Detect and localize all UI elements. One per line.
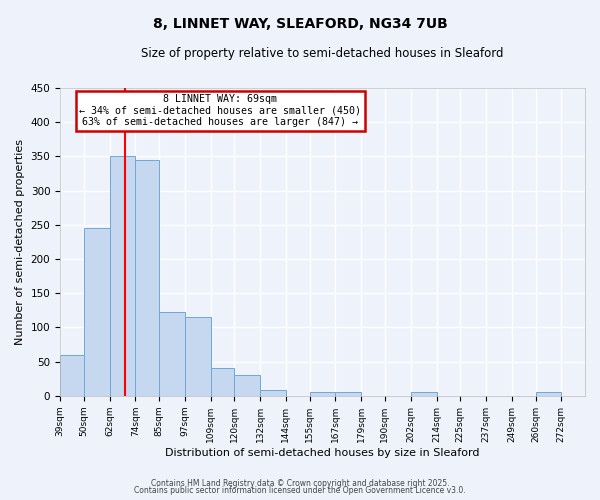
Text: 8 LINNET WAY: 69sqm
← 34% of semi-detached houses are smaller (450)
63% of semi-: 8 LINNET WAY: 69sqm ← 34% of semi-detach… [79,94,361,128]
Text: Contains public sector information licensed under the Open Government Licence v3: Contains public sector information licen… [134,486,466,495]
Bar [136,160,159,396]
Bar [235,376,260,396]
Bar [159,312,185,396]
Bar [335,392,361,396]
Y-axis label: Number of semi-detached properties: Number of semi-detached properties [15,139,25,345]
Bar [83,228,110,396]
Text: 8, LINNET WAY, SLEAFORD, NG34 7UB: 8, LINNET WAY, SLEAFORD, NG34 7UB [152,18,448,32]
X-axis label: Distribution of semi-detached houses by size in Sleaford: Distribution of semi-detached houses by … [165,448,480,458]
Text: Contains HM Land Registry data © Crown copyright and database right 2025.: Contains HM Land Registry data © Crown c… [151,478,449,488]
Bar [211,368,235,396]
Bar [536,392,562,396]
Bar [411,392,437,396]
Bar [260,390,286,396]
Bar [310,392,335,396]
Bar [110,156,136,396]
Title: Size of property relative to semi-detached houses in Sleaford: Size of property relative to semi-detach… [141,48,504,60]
Bar [60,355,83,396]
Bar [185,317,211,396]
